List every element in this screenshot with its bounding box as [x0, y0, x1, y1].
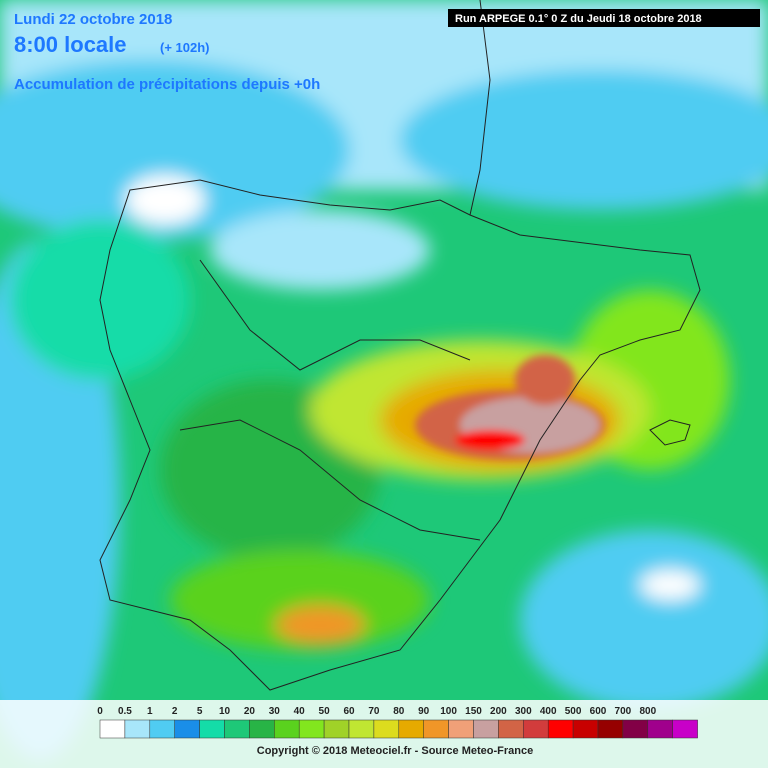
legend-label: 2: [172, 706, 178, 717]
legend-swatch: [547, 719, 574, 739]
legend-swatch-overflow: [672, 719, 698, 739]
legend-swatch: [348, 719, 375, 739]
legend-swatch: [448, 719, 474, 739]
legend-swatch: [323, 719, 350, 739]
legend-label: 500: [565, 706, 582, 717]
run-banner: [448, 9, 760, 27]
legend-swatch: [124, 719, 151, 739]
copyright: Copyright © 2018 Meteociel.fr - Source M…: [257, 745, 533, 757]
legend-label: 600: [590, 706, 607, 717]
legend-label: 0.5: [118, 706, 132, 717]
legend-label: 10: [219, 706, 231, 717]
legend-swatch: [523, 719, 549, 739]
legend-label: 800: [639, 706, 656, 717]
legend-label: 300: [515, 706, 532, 717]
legend-label: 80: [393, 706, 405, 717]
legend-label: 50: [319, 706, 331, 717]
product-title: Accumulation de précipitations depuis +0…: [14, 76, 320, 93]
legend-label: 20: [244, 706, 256, 717]
legend-swatch: [473, 719, 499, 739]
legend-swatch: [174, 719, 200, 739]
legend-label: 5: [197, 706, 203, 717]
legend-label: 60: [343, 706, 355, 717]
legend-label: 90: [418, 706, 430, 717]
legend-label: 150: [465, 706, 482, 717]
legend-swatch: [224, 719, 250, 739]
legend-label: 70: [368, 706, 380, 717]
legend-swatch: [99, 719, 126, 739]
forecast-date: Lundi 22 octobre 2018: [14, 11, 172, 28]
legend-swatch: [597, 719, 624, 739]
legend-label: 30: [269, 706, 281, 717]
legend-swatch: [498, 719, 524, 739]
legend-label: 100: [440, 706, 457, 717]
legend-label: 40: [294, 706, 306, 717]
legend-label: 0: [97, 706, 103, 717]
legend-swatch: [373, 719, 400, 739]
legend-label: 400: [540, 706, 557, 717]
legend-swatch: [274, 719, 300, 739]
legend-swatch: [398, 719, 424, 739]
legend-swatch: [572, 719, 599, 739]
legend-swatch: [423, 719, 449, 739]
forecast-time: 8:00 locale: [14, 32, 127, 57]
legend-label: 1: [147, 706, 153, 717]
legend-swatch: [298, 719, 325, 739]
legend-swatch: [199, 719, 225, 739]
legend-swatch: [647, 719, 673, 739]
lead-time: (+ 102h): [160, 40, 210, 55]
legend-label: 200: [490, 706, 507, 717]
borders: [99, 0, 701, 691]
legend: 0 0.5 1 2 5 10 20 30 40 50 60 70 80 90 100 150 200 300 400…: [97, 706, 698, 739]
legend-swatch: [622, 719, 649, 739]
legend-swatch: [149, 719, 175, 739]
run-info: Run ARPEGE 0.1° 0 Z du Jeudi 18 octobre …: [455, 13, 702, 25]
legend-swatch: [249, 719, 275, 739]
legend-label: 700: [615, 706, 632, 717]
